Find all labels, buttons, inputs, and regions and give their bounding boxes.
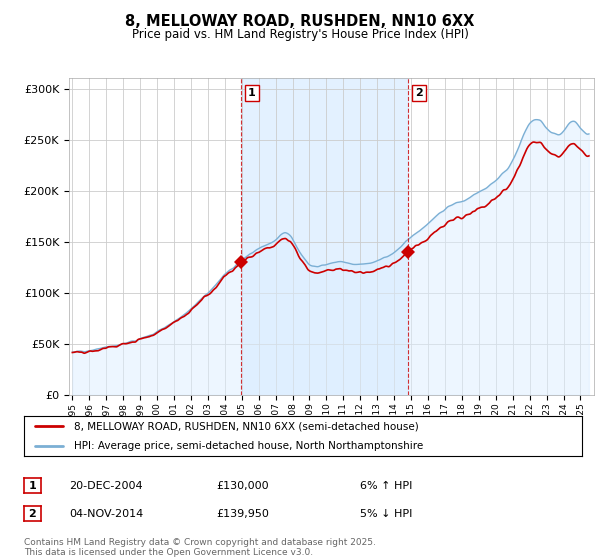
Text: 8, MELLOWAY ROAD, RUSHDEN, NN10 6XX (semi-detached house): 8, MELLOWAY ROAD, RUSHDEN, NN10 6XX (sem… [74,421,419,431]
Text: 1: 1 [29,480,36,491]
Text: Contains HM Land Registry data © Crown copyright and database right 2025.
This d: Contains HM Land Registry data © Crown c… [24,538,376,557]
Text: 5% ↓ HPI: 5% ↓ HPI [360,508,412,519]
Text: 1: 1 [248,88,256,98]
Text: HPI: Average price, semi-detached house, North Northamptonshire: HPI: Average price, semi-detached house,… [74,441,424,451]
Text: 04-NOV-2014: 04-NOV-2014 [69,508,143,519]
Text: 2: 2 [415,88,423,98]
Text: 20-DEC-2004: 20-DEC-2004 [69,480,143,491]
Text: 2: 2 [29,508,36,519]
Bar [241,78,409,395]
Text: 8, MELLOWAY ROAD, RUSHDEN, NN10 6XX: 8, MELLOWAY ROAD, RUSHDEN, NN10 6XX [125,14,475,29]
Text: £139,950: £139,950 [216,508,269,519]
Text: 6% ↑ HPI: 6% ↑ HPI [360,480,412,491]
Text: Price paid vs. HM Land Registry's House Price Index (HPI): Price paid vs. HM Land Registry's House … [131,28,469,41]
Text: £130,000: £130,000 [216,480,269,491]
